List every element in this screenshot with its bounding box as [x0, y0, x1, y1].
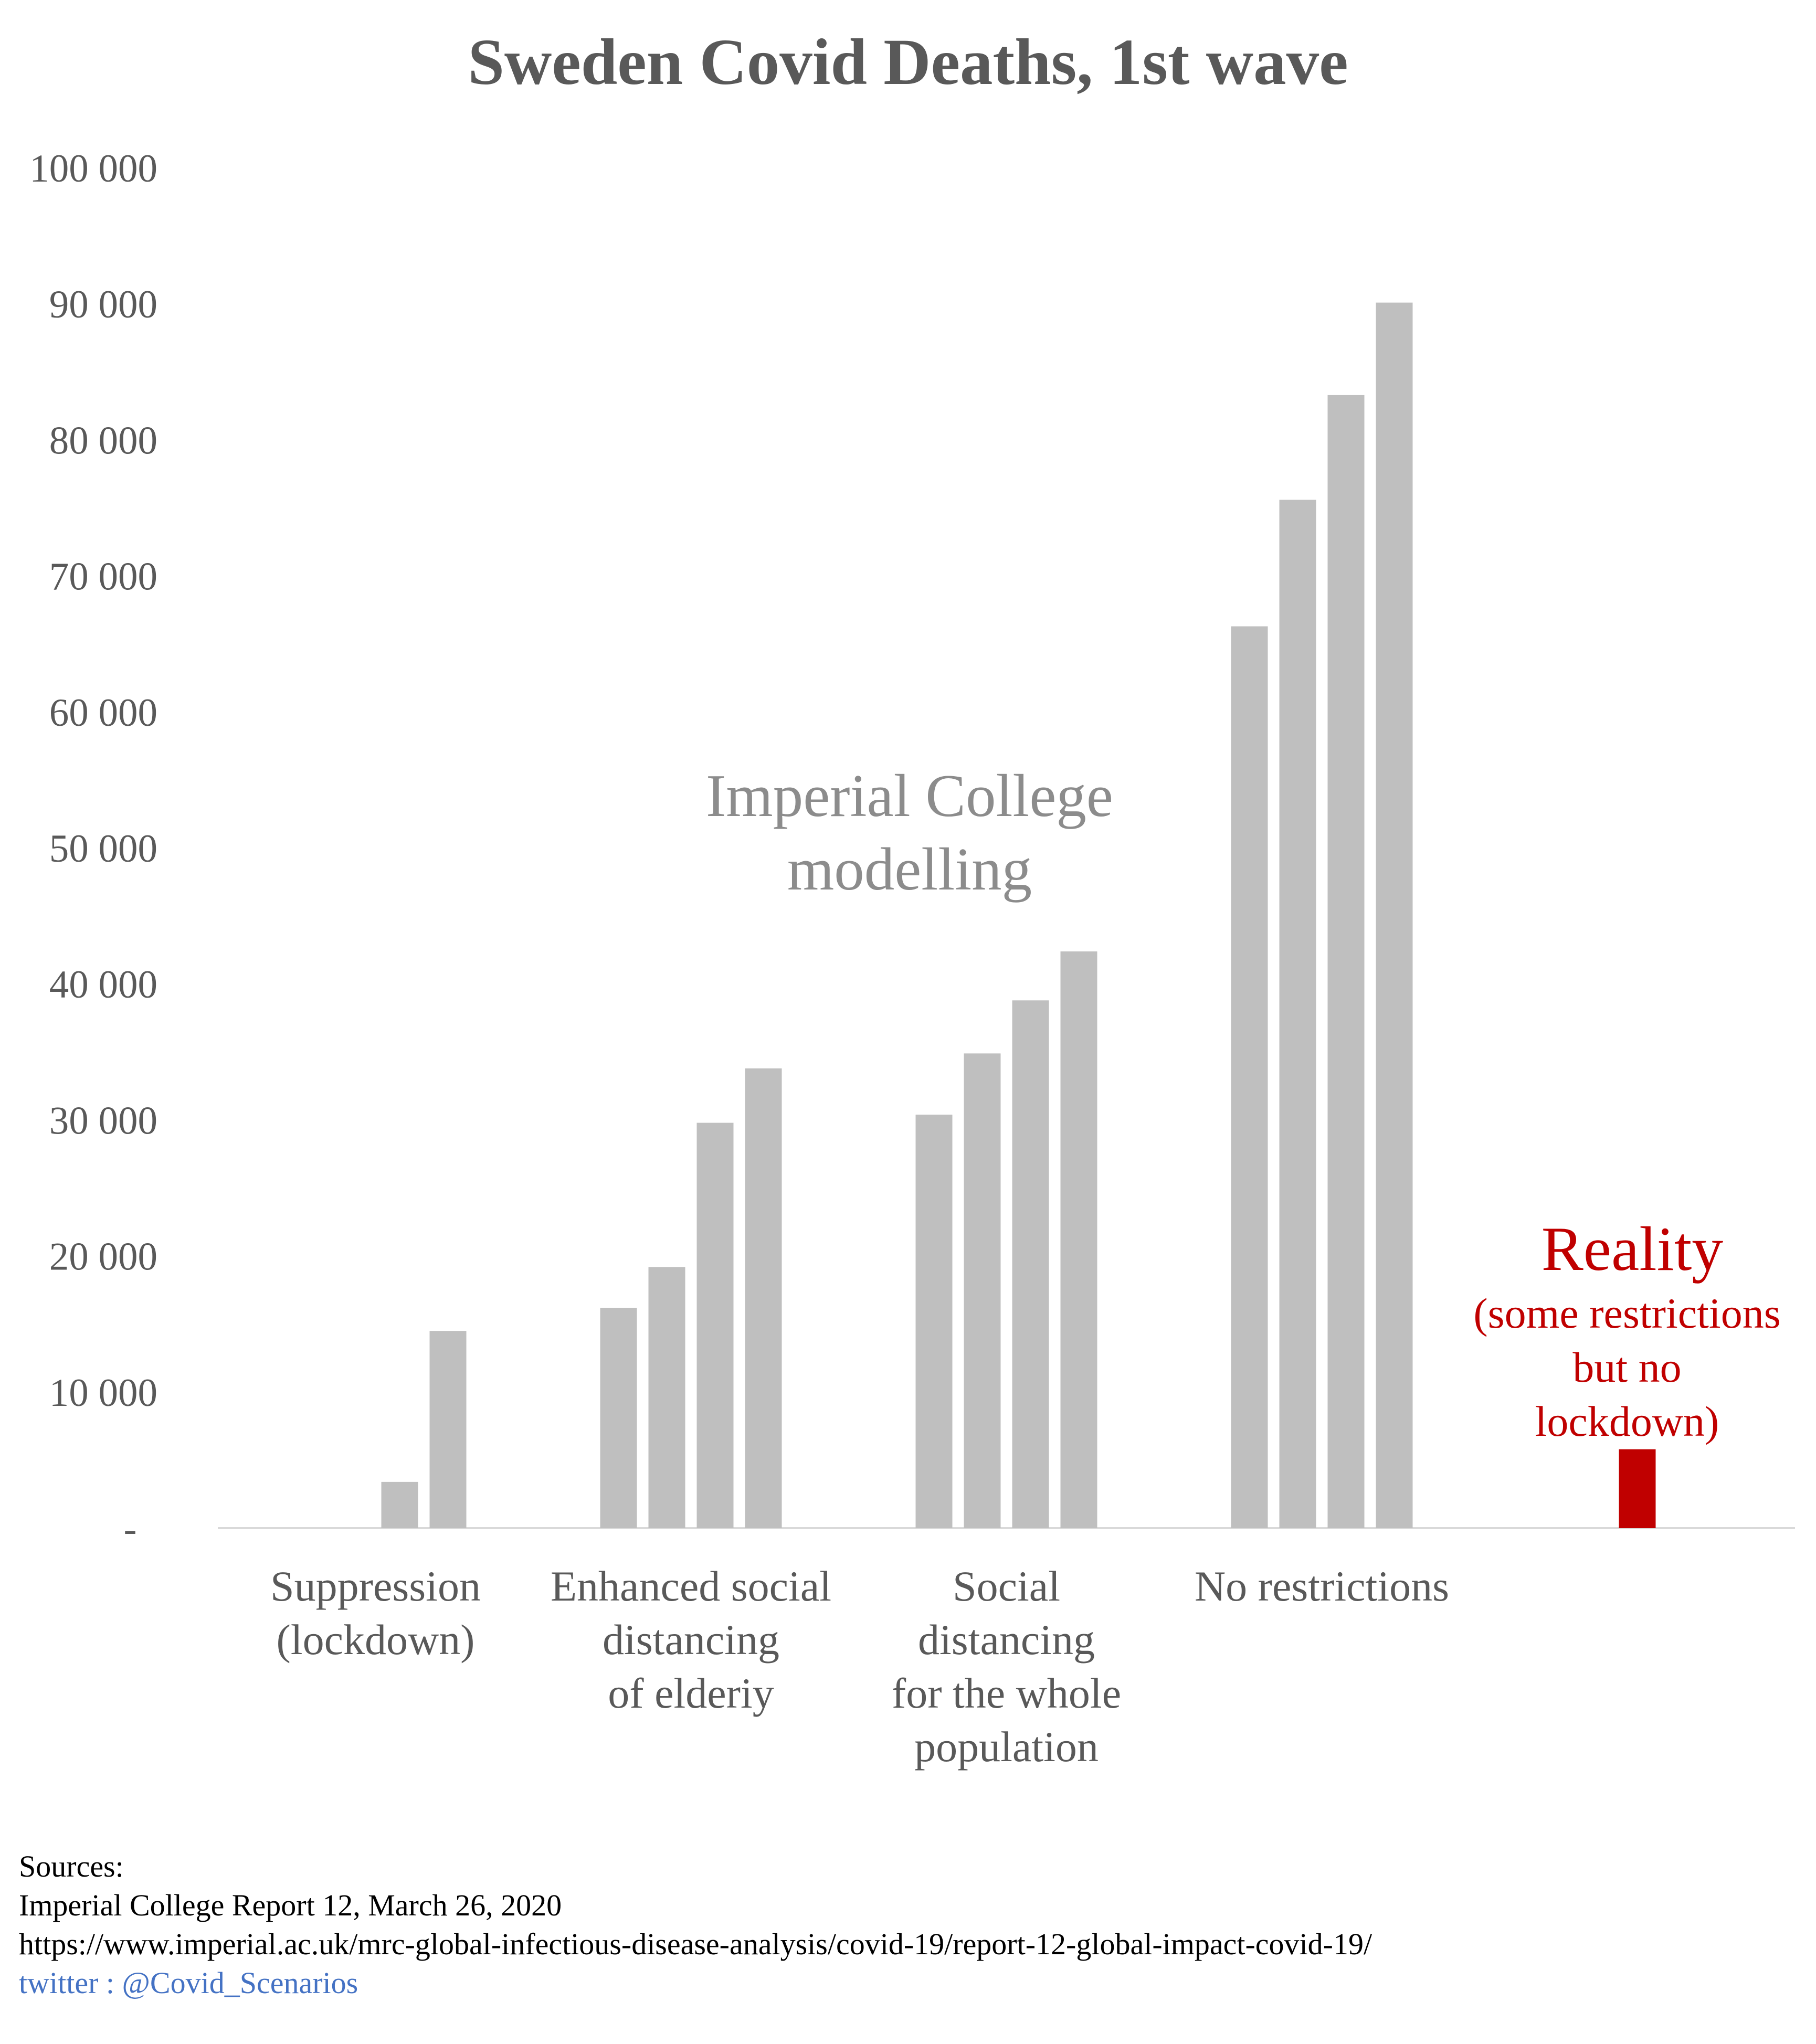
- y-tick-label: 60 000: [49, 691, 157, 735]
- model-bar: [381, 1481, 418, 1528]
- category-label: of elderiy: [608, 1669, 774, 1717]
- category-label: No restrictions: [1195, 1562, 1449, 1610]
- reality-bar: [1619, 1449, 1656, 1528]
- twitter-handle-link[interactable]: twitter : @Covid_Scenarios: [19, 1966, 358, 2000]
- model-bar: [745, 1068, 782, 1528]
- category-label: Suppression: [270, 1562, 481, 1610]
- sources-heading: Sources:: [19, 1849, 124, 1883]
- model-bar: [1327, 395, 1365, 1528]
- model-bar: [1060, 951, 1097, 1528]
- model-bar: [1012, 1000, 1049, 1528]
- reality-annotation-subtitle: but no: [1572, 1343, 1681, 1391]
- model-bar: [1279, 500, 1316, 1528]
- category-label: distancing: [918, 1616, 1095, 1664]
- y-tick-label: 70 000: [49, 555, 157, 599]
- sources-report: Imperial College Report 12, March 26, 20…: [19, 1888, 562, 1922]
- y-axis-labels: - 10 000 20 000 30 000 40 000 50 000 60 000 70 …: [29, 147, 157, 1551]
- reality-annotation-subtitle: (some restrictions: [1473, 1289, 1780, 1337]
- y-tick-label: 90 000: [49, 283, 157, 326]
- y-tick-label: 10 000: [49, 1371, 157, 1415]
- model-bar: [1376, 302, 1413, 1529]
- reality-annotation-title: Reality: [1542, 1214, 1724, 1284]
- y-tick-label: 50 000: [49, 827, 157, 871]
- category-label: population: [914, 1723, 1099, 1771]
- y-tick-label: -: [124, 1507, 137, 1551]
- category-labels: Suppression (lockdown) Enhanced social dist…: [270, 1562, 1449, 1771]
- model-bar: [964, 1053, 1001, 1528]
- model-bar: [915, 1115, 953, 1528]
- model-bar: [1231, 626, 1268, 1528]
- bars: [381, 302, 1656, 1529]
- category-label: for the whole: [892, 1669, 1121, 1717]
- annotations: Imperial College modelling Reality (some re…: [706, 762, 1781, 1445]
- chart-title: Sweden Covid Deaths, 1st wave: [468, 26, 1348, 99]
- category-label: distancing: [603, 1616, 779, 1664]
- sources-url: https://www.imperial.ac.uk/mrc-global-in…: [19, 1927, 1372, 1961]
- imperial-annotation: modelling: [787, 836, 1032, 903]
- y-tick-label: 20 000: [49, 1235, 157, 1279]
- y-tick-label: 40 000: [49, 963, 157, 1007]
- bar-chart: Sweden Covid Deaths, 1st wave - 10 000 20 …: [29, 26, 1795, 1771]
- reality-annotation-subtitle: lockdown): [1535, 1397, 1719, 1445]
- y-tick-label: 80 000: [49, 419, 157, 462]
- category-label: Social: [953, 1562, 1060, 1610]
- model-bar: [429, 1331, 467, 1528]
- category-label: Enhanced social: [551, 1562, 831, 1610]
- model-bar: [696, 1122, 734, 1528]
- category-label: (lockdown): [276, 1616, 474, 1664]
- y-tick-label: 30 000: [49, 1099, 157, 1142]
- sources-block: Sources: Imperial College Report 12, Mar…: [19, 1847, 1372, 2003]
- model-bar: [648, 1267, 685, 1528]
- imperial-annotation: Imperial College: [706, 762, 1113, 829]
- model-bar: [600, 1308, 637, 1528]
- y-tick-label: 100 000: [29, 147, 157, 190]
